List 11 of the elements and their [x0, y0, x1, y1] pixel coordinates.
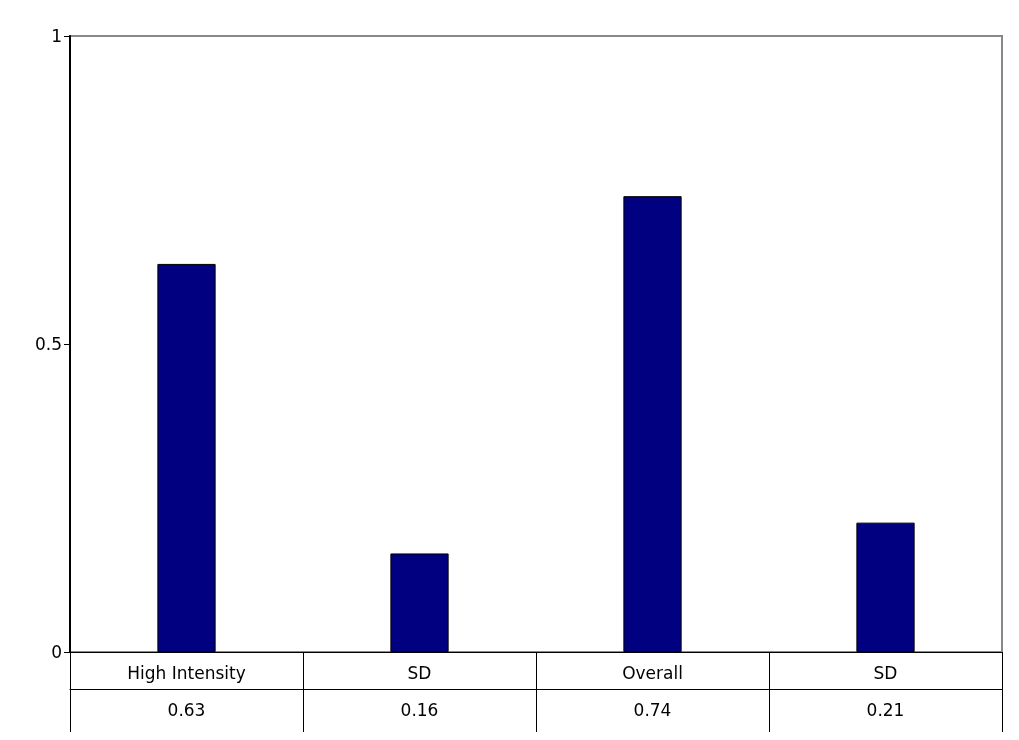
x-tick-label: High Intensity — [127, 662, 246, 683]
data-label: 0.63 — [167, 699, 206, 720]
data-label: 0.16 — [400, 699, 439, 720]
y-tick-label: 1 — [51, 26, 62, 46]
x-tick-label: SD — [407, 662, 432, 683]
data-label: 0.21 — [866, 699, 905, 720]
data-label: 0.74 — [633, 699, 672, 720]
y-tick-label: 0 — [51, 642, 62, 662]
x-tick-label: Overall — [622, 662, 683, 683]
y-tick-label: 0.5 — [34, 334, 62, 354]
x-tick-label: SD — [873, 662, 898, 683]
